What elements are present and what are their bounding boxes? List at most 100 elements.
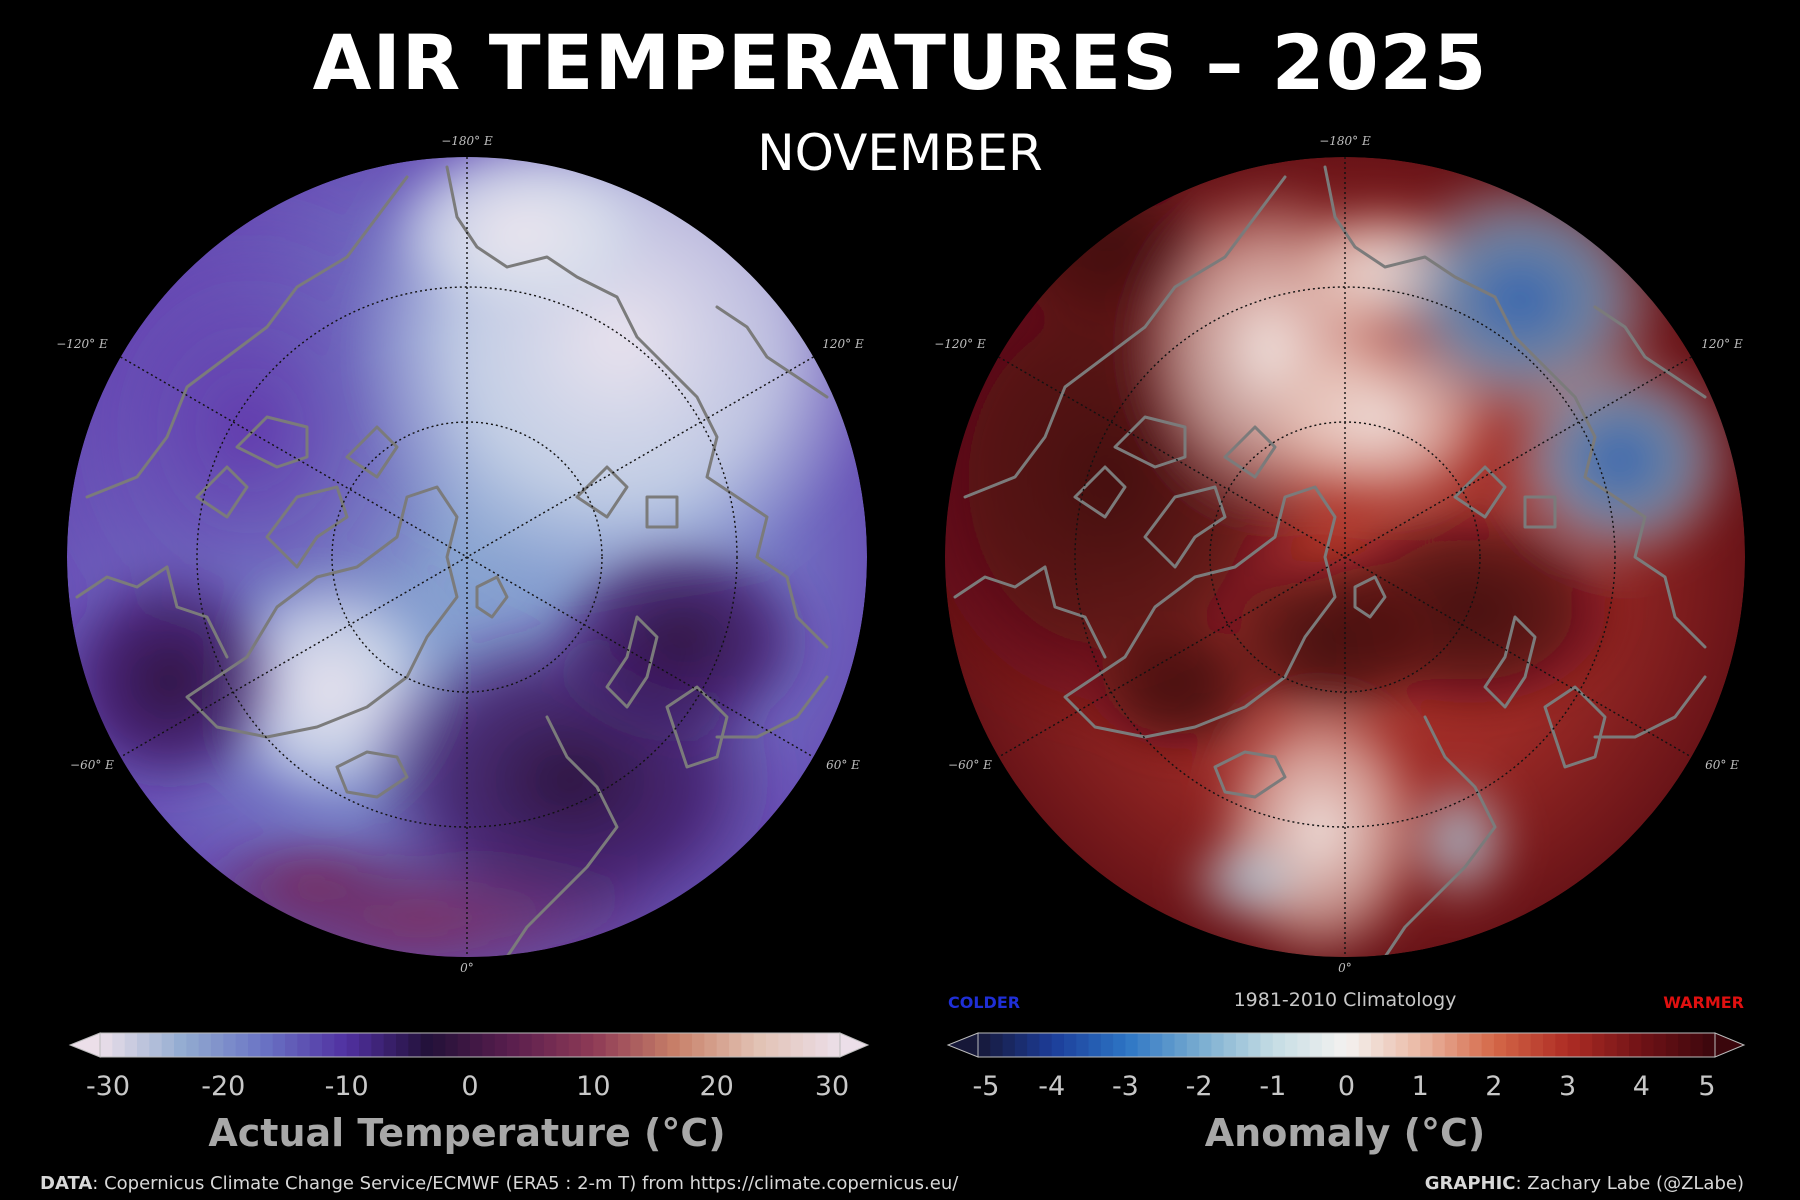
temp-cell: [297, 1033, 311, 1057]
anom-cell: [1088, 1033, 1102, 1057]
actual-temperature-map: [67, 157, 867, 957]
left-longitude-labels: −180° E −120° E 120° E −60° E 60° E 0°: [56, 134, 864, 975]
temp-cell: [568, 1033, 582, 1057]
anom-cell: [1678, 1033, 1692, 1057]
temp-tick-label: 20: [699, 1071, 733, 1102]
colder-label: COLDER: [948, 993, 1020, 1012]
graticule: [120, 157, 814, 957]
temp-cell: [618, 1033, 631, 1057]
anom-cell: [1235, 1033, 1249, 1057]
temp-cell: [235, 1033, 249, 1057]
temp-cell: [223, 1033, 237, 1057]
anom-cell: [1039, 1033, 1053, 1057]
temp-tick-label: -20: [201, 1071, 245, 1102]
lon-label-upper-right: 120° E: [1701, 337, 1743, 351]
anom-tick-label: 2: [1485, 1071, 1502, 1102]
anom-cell: [1543, 1033, 1556, 1057]
temp-cell: [137, 1033, 150, 1057]
lon-label-upper-left: −120° E: [56, 337, 108, 351]
lon-label-lower-left: −60° E: [70, 758, 114, 772]
temp-cell: [161, 1033, 175, 1057]
anom-cell: [1285, 1033, 1298, 1057]
temp-cell: [100, 1033, 113, 1057]
anom-cell: [1137, 1033, 1151, 1057]
anom-cell: [1641, 1033, 1655, 1057]
warmer-label: WARMER: [1663, 993, 1744, 1012]
temp-cell: [766, 1033, 779, 1057]
temp-cell: [556, 1033, 570, 1057]
anom-cell: [1432, 1033, 1446, 1057]
anom-cell: [1444, 1033, 1458, 1057]
anom-cell: [1199, 1033, 1212, 1057]
anom-cell: [1665, 1033, 1679, 1057]
anom-cell: [1530, 1033, 1544, 1057]
temp-cell: [396, 1033, 409, 1057]
temp-cell: [149, 1033, 163, 1057]
anomaly-colorbar-title: Anomaly (°C): [1205, 1111, 1485, 1155]
temp-cell: [827, 1033, 841, 1057]
temp-cell: [248, 1033, 261, 1057]
anom-cell: [1248, 1033, 1262, 1057]
temp-cell: [815, 1033, 829, 1057]
temp-cell: [186, 1033, 200, 1057]
anom-tick-label: -1: [1259, 1071, 1286, 1102]
temp-cell: [655, 1033, 668, 1057]
temp-cell: [470, 1033, 483, 1057]
figure-subtitle: NOVEMBER: [757, 124, 1043, 182]
anomaly-map: [945, 157, 1745, 957]
lon-label-bottom: 0°: [1338, 961, 1352, 975]
anom-cell: [1334, 1033, 1348, 1057]
data-source-text: : Copernicus Climate Change Service/ECMW…: [92, 1173, 959, 1194]
temp-cell: [544, 1033, 557, 1057]
lon-label-lower-right: 60° E: [826, 758, 860, 772]
temp-cell: [359, 1033, 372, 1057]
anom-cell: [1481, 1033, 1495, 1057]
anom-cell: [1690, 1033, 1704, 1057]
anom-cell: [1162, 1033, 1176, 1057]
temp-cell: [420, 1033, 434, 1057]
anom-tick-label: -5: [973, 1071, 1000, 1102]
anom-cell: [1579, 1033, 1593, 1057]
graticule: [998, 157, 1692, 957]
lon-label-upper-right: 120° E: [822, 337, 864, 351]
anom-cell: [1174, 1033, 1188, 1057]
temp-cell: [433, 1033, 446, 1057]
anom-cell: [1063, 1033, 1077, 1057]
temp-cell: [285, 1033, 298, 1057]
anom-tick-label: 4: [1633, 1071, 1650, 1102]
anom-cell: [1125, 1033, 1139, 1057]
anomaly-colorbar: 1981-2010 Climatology COLDER WARMER -5 -4…: [946, 989, 1746, 1155]
anom-tick-label: -3: [1112, 1071, 1139, 1102]
anom-cell: [1346, 1033, 1360, 1057]
temp-cell: [124, 1033, 138, 1057]
anom-cell: [1616, 1033, 1630, 1057]
anom-tick-label: 5: [1698, 1071, 1715, 1102]
temp-cell: [383, 1033, 397, 1057]
anom-tick-label: 3: [1559, 1071, 1576, 1102]
temp-cell: [309, 1033, 323, 1057]
temp-cell: [457, 1033, 471, 1057]
anom-cell: [1493, 1033, 1507, 1057]
lon-label-lower-left: −60° E: [948, 758, 992, 772]
anom-cell: [1309, 1033, 1323, 1057]
anom-cell: [1051, 1033, 1065, 1057]
temp-cell: [174, 1033, 187, 1057]
lon-label-top: −180° E: [1319, 134, 1371, 148]
temp-cell: [211, 1033, 224, 1057]
temp-cell: [531, 1033, 545, 1057]
graphic-label: GRAPHIC: [1424, 1173, 1516, 1194]
anom-cell: [1506, 1033, 1520, 1057]
anom-cell: [1371, 1033, 1384, 1057]
anom-cell: [1186, 1033, 1200, 1057]
temp-cell: [112, 1033, 126, 1057]
anom-cell: [1321, 1033, 1335, 1057]
temp-tick-label: -10: [325, 1071, 369, 1102]
temp-cell: [753, 1033, 767, 1057]
temp-cell: [260, 1033, 274, 1057]
anom-cell: [1518, 1033, 1532, 1057]
anom-tick-label: 0: [1338, 1071, 1355, 1102]
temp-cell: [642, 1033, 656, 1057]
temp-cell: [519, 1033, 533, 1057]
temp-cell: [593, 1033, 607, 1057]
temp-tick-label: 30: [815, 1071, 849, 1102]
